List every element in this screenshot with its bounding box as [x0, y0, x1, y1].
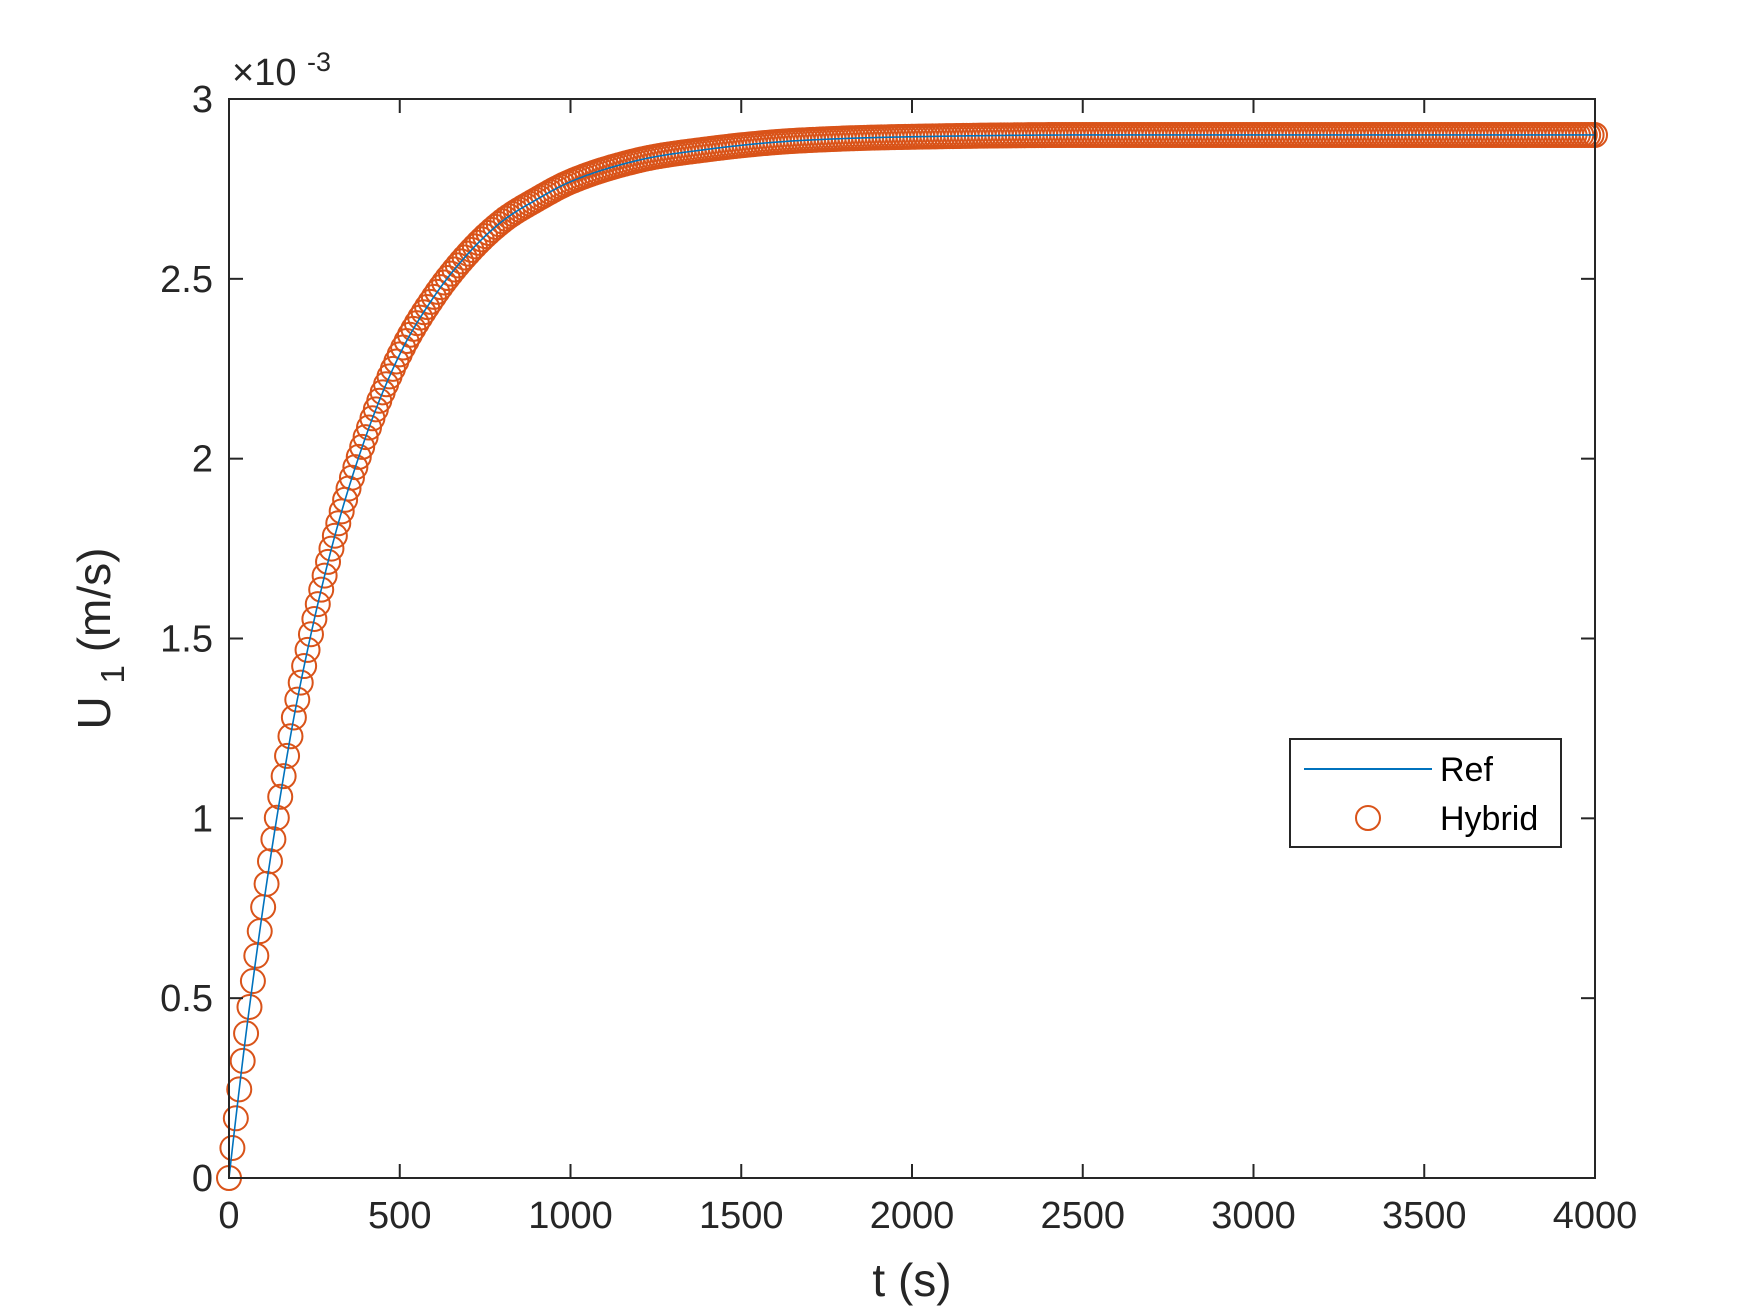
y-tick-label: 1.5	[160, 619, 213, 661]
y-tick-label: 3	[192, 79, 213, 121]
y-axis-title-subscript: 1	[94, 665, 131, 683]
hybrid-point	[233, 1020, 260, 1047]
hybrid-point	[427, 274, 454, 301]
hybrid-point	[301, 605, 328, 632]
x-tick-label: 0	[218, 1195, 239, 1237]
y-tick-label: 2.5	[160, 259, 213, 301]
plot-area-frame	[228, 98, 1596, 1179]
hybrid-point	[315, 548, 342, 575]
hybrid-point	[321, 522, 348, 549]
x-tick-label: 2500	[1040, 1195, 1125, 1237]
y-axis-title-main: U	[68, 696, 120, 729]
hybrid-point	[256, 848, 283, 875]
hybrid-point	[325, 510, 352, 537]
x-axis-title: t (s)	[872, 1254, 951, 1306]
hybrid-point	[280, 704, 307, 731]
legend-ref-label: Ref	[1440, 751, 1493, 789]
y-axis-title: U 1 (m/s)	[68, 548, 134, 730]
hybrid-point	[222, 1105, 249, 1132]
hybrid-point	[287, 669, 314, 696]
hybrid-point	[297, 621, 324, 648]
x-tick-label: 2000	[870, 1195, 955, 1237]
x-tick-label: 1000	[528, 1195, 613, 1237]
hybrid-point	[345, 443, 372, 470]
hybrid-point	[424, 278, 451, 305]
hybrid-point	[236, 993, 263, 1020]
hybrid-point	[349, 433, 376, 460]
y-tick-label: 2	[192, 439, 213, 481]
y-tick-label: 0.5	[160, 978, 213, 1020]
hybrid-point	[342, 454, 369, 481]
x-tick-label: 1500	[699, 1195, 784, 1237]
hybrid-point	[226, 1076, 253, 1103]
hybrid-point	[263, 804, 290, 831]
x-tick-label: 4000	[1553, 1195, 1638, 1237]
hybrid-point	[260, 826, 287, 853]
hybrid-point	[311, 562, 338, 589]
hybrid-point	[304, 591, 331, 618]
legend-box	[1289, 738, 1562, 848]
y-axis-exponent: ×10 -3	[232, 47, 331, 94]
hybrid-point	[431, 269, 458, 296]
hybrid-point	[243, 942, 270, 969]
hybrid-point	[420, 283, 447, 310]
y-exponent-power: -3	[307, 47, 331, 77]
hybrid-point	[274, 742, 301, 769]
series-hybrid-markers	[216, 121, 1608, 1191]
legend-hybrid-circle-swatch	[1355, 805, 1381, 831]
hybrid-point	[482, 213, 509, 240]
hybrid-point	[308, 576, 335, 603]
legend: Ref Hybrid	[1289, 738, 1562, 848]
x-tick-label: 500	[368, 1195, 431, 1237]
ticks-layer: 0 500 1000 1500 2000 2500 3000 3500 4000 0 0.5 1 1.5…	[160, 79, 1637, 1237]
hybrid-point	[277, 723, 304, 750]
series-layer	[216, 121, 1608, 1191]
x-tick-label: 3000	[1211, 1195, 1296, 1237]
hybrid-point	[294, 636, 321, 663]
hybrid-point	[270, 763, 297, 790]
y-exponent-base: ×10	[232, 52, 296, 94]
x-tick-label: 3500	[1382, 1195, 1467, 1237]
hybrid-point	[318, 535, 345, 562]
y-tick-label: 1	[192, 798, 213, 840]
hybrid-point	[291, 653, 318, 680]
hybrid-point	[219, 1134, 246, 1161]
series-ref-line	[228, 134, 1595, 1179]
hybrid-point	[267, 783, 294, 810]
hybrid-point	[284, 686, 311, 713]
legend-hybrid-label: Hybrid	[1440, 800, 1538, 838]
hybrid-point	[461, 233, 488, 260]
y-tick-label: 0	[192, 1158, 213, 1200]
hybrid-point	[229, 1047, 256, 1074]
y-axis-title-units: (m/s)	[68, 548, 120, 653]
hybrid-point	[458, 236, 485, 263]
hybrid-point	[239, 968, 266, 995]
hybrid-point	[465, 229, 492, 256]
hybrid-point	[455, 240, 482, 267]
